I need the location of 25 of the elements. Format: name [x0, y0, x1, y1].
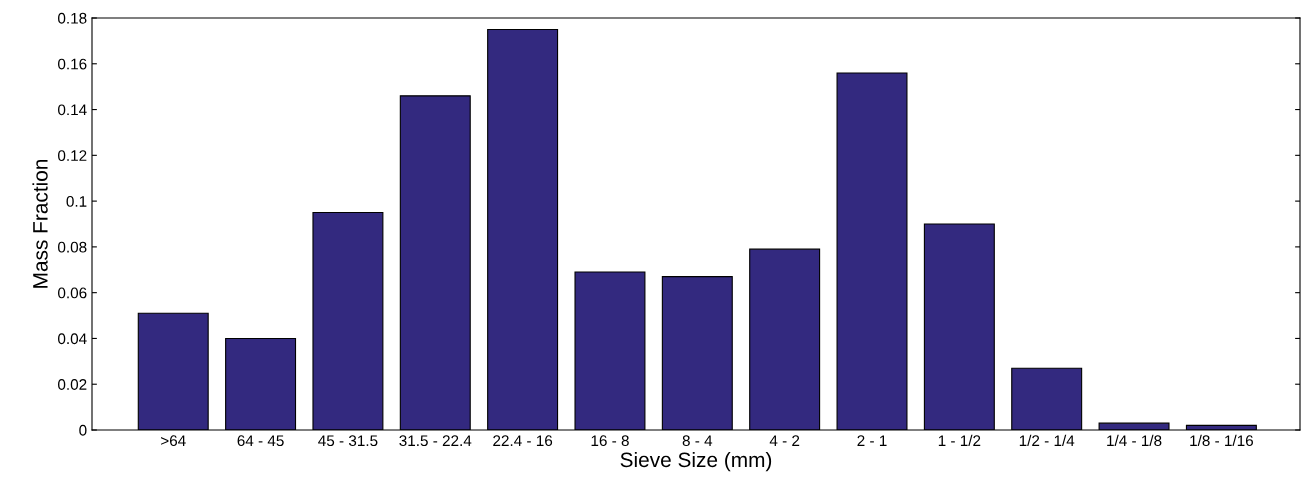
y-tick-label: 0	[79, 424, 87, 436]
x-tick-label: 1/8 - 1/16	[1190, 434, 1253, 447]
x-tick-label: >64	[161, 435, 186, 447]
y-tick-label: 0.08	[58, 241, 87, 253]
y-axis-title: Mass Fraction	[32, 159, 48, 288]
y-tick-label: 0.04	[58, 333, 87, 345]
y-tick-label: 0.14	[58, 104, 87, 116]
x-axis-title: Sieve Size (mm)	[620, 451, 772, 472]
x-tick-label: 16 - 8	[591, 435, 629, 447]
y-tick-label: 0.06	[58, 287, 87, 299]
x-tick-label: 31.5 - 22.4	[399, 435, 472, 447]
x-tick-label: 64 - 45	[237, 435, 284, 447]
x-tick-label: 1 - 1/2	[938, 434, 981, 447]
x-tick-label: 8 - 4	[682, 435, 713, 447]
x-tick-label: 2 - 1	[857, 435, 887, 446]
y-tick-label: 0.18	[58, 12, 87, 24]
y-tick-label: 0.12	[58, 150, 87, 162]
x-tick-label: 1/2 - 1/4	[1019, 434, 1075, 447]
y-tick-label: 0.16	[58, 58, 87, 70]
x-tick-label: 1/4 - 1/8	[1107, 434, 1162, 447]
y-tick-label: 0.02	[58, 379, 87, 390]
x-tick-label: 22.4 - 16	[493, 435, 553, 447]
x-tick-label: 4 - 2	[769, 435, 800, 446]
x-tick-label: 45 - 31.5	[318, 435, 378, 447]
y-tick-label: 0.1	[66, 195, 87, 207]
